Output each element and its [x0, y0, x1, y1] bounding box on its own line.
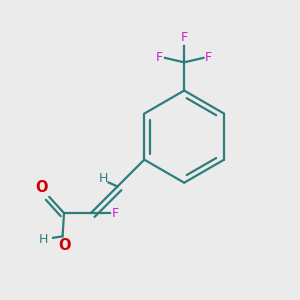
Text: F: F: [181, 32, 188, 44]
Text: F: F: [112, 207, 119, 220]
Text: O: O: [59, 238, 71, 253]
Text: O: O: [35, 180, 48, 195]
Text: F: F: [156, 51, 164, 64]
Text: F: F: [205, 51, 212, 64]
Text: H: H: [38, 233, 48, 246]
Text: H: H: [99, 172, 108, 185]
